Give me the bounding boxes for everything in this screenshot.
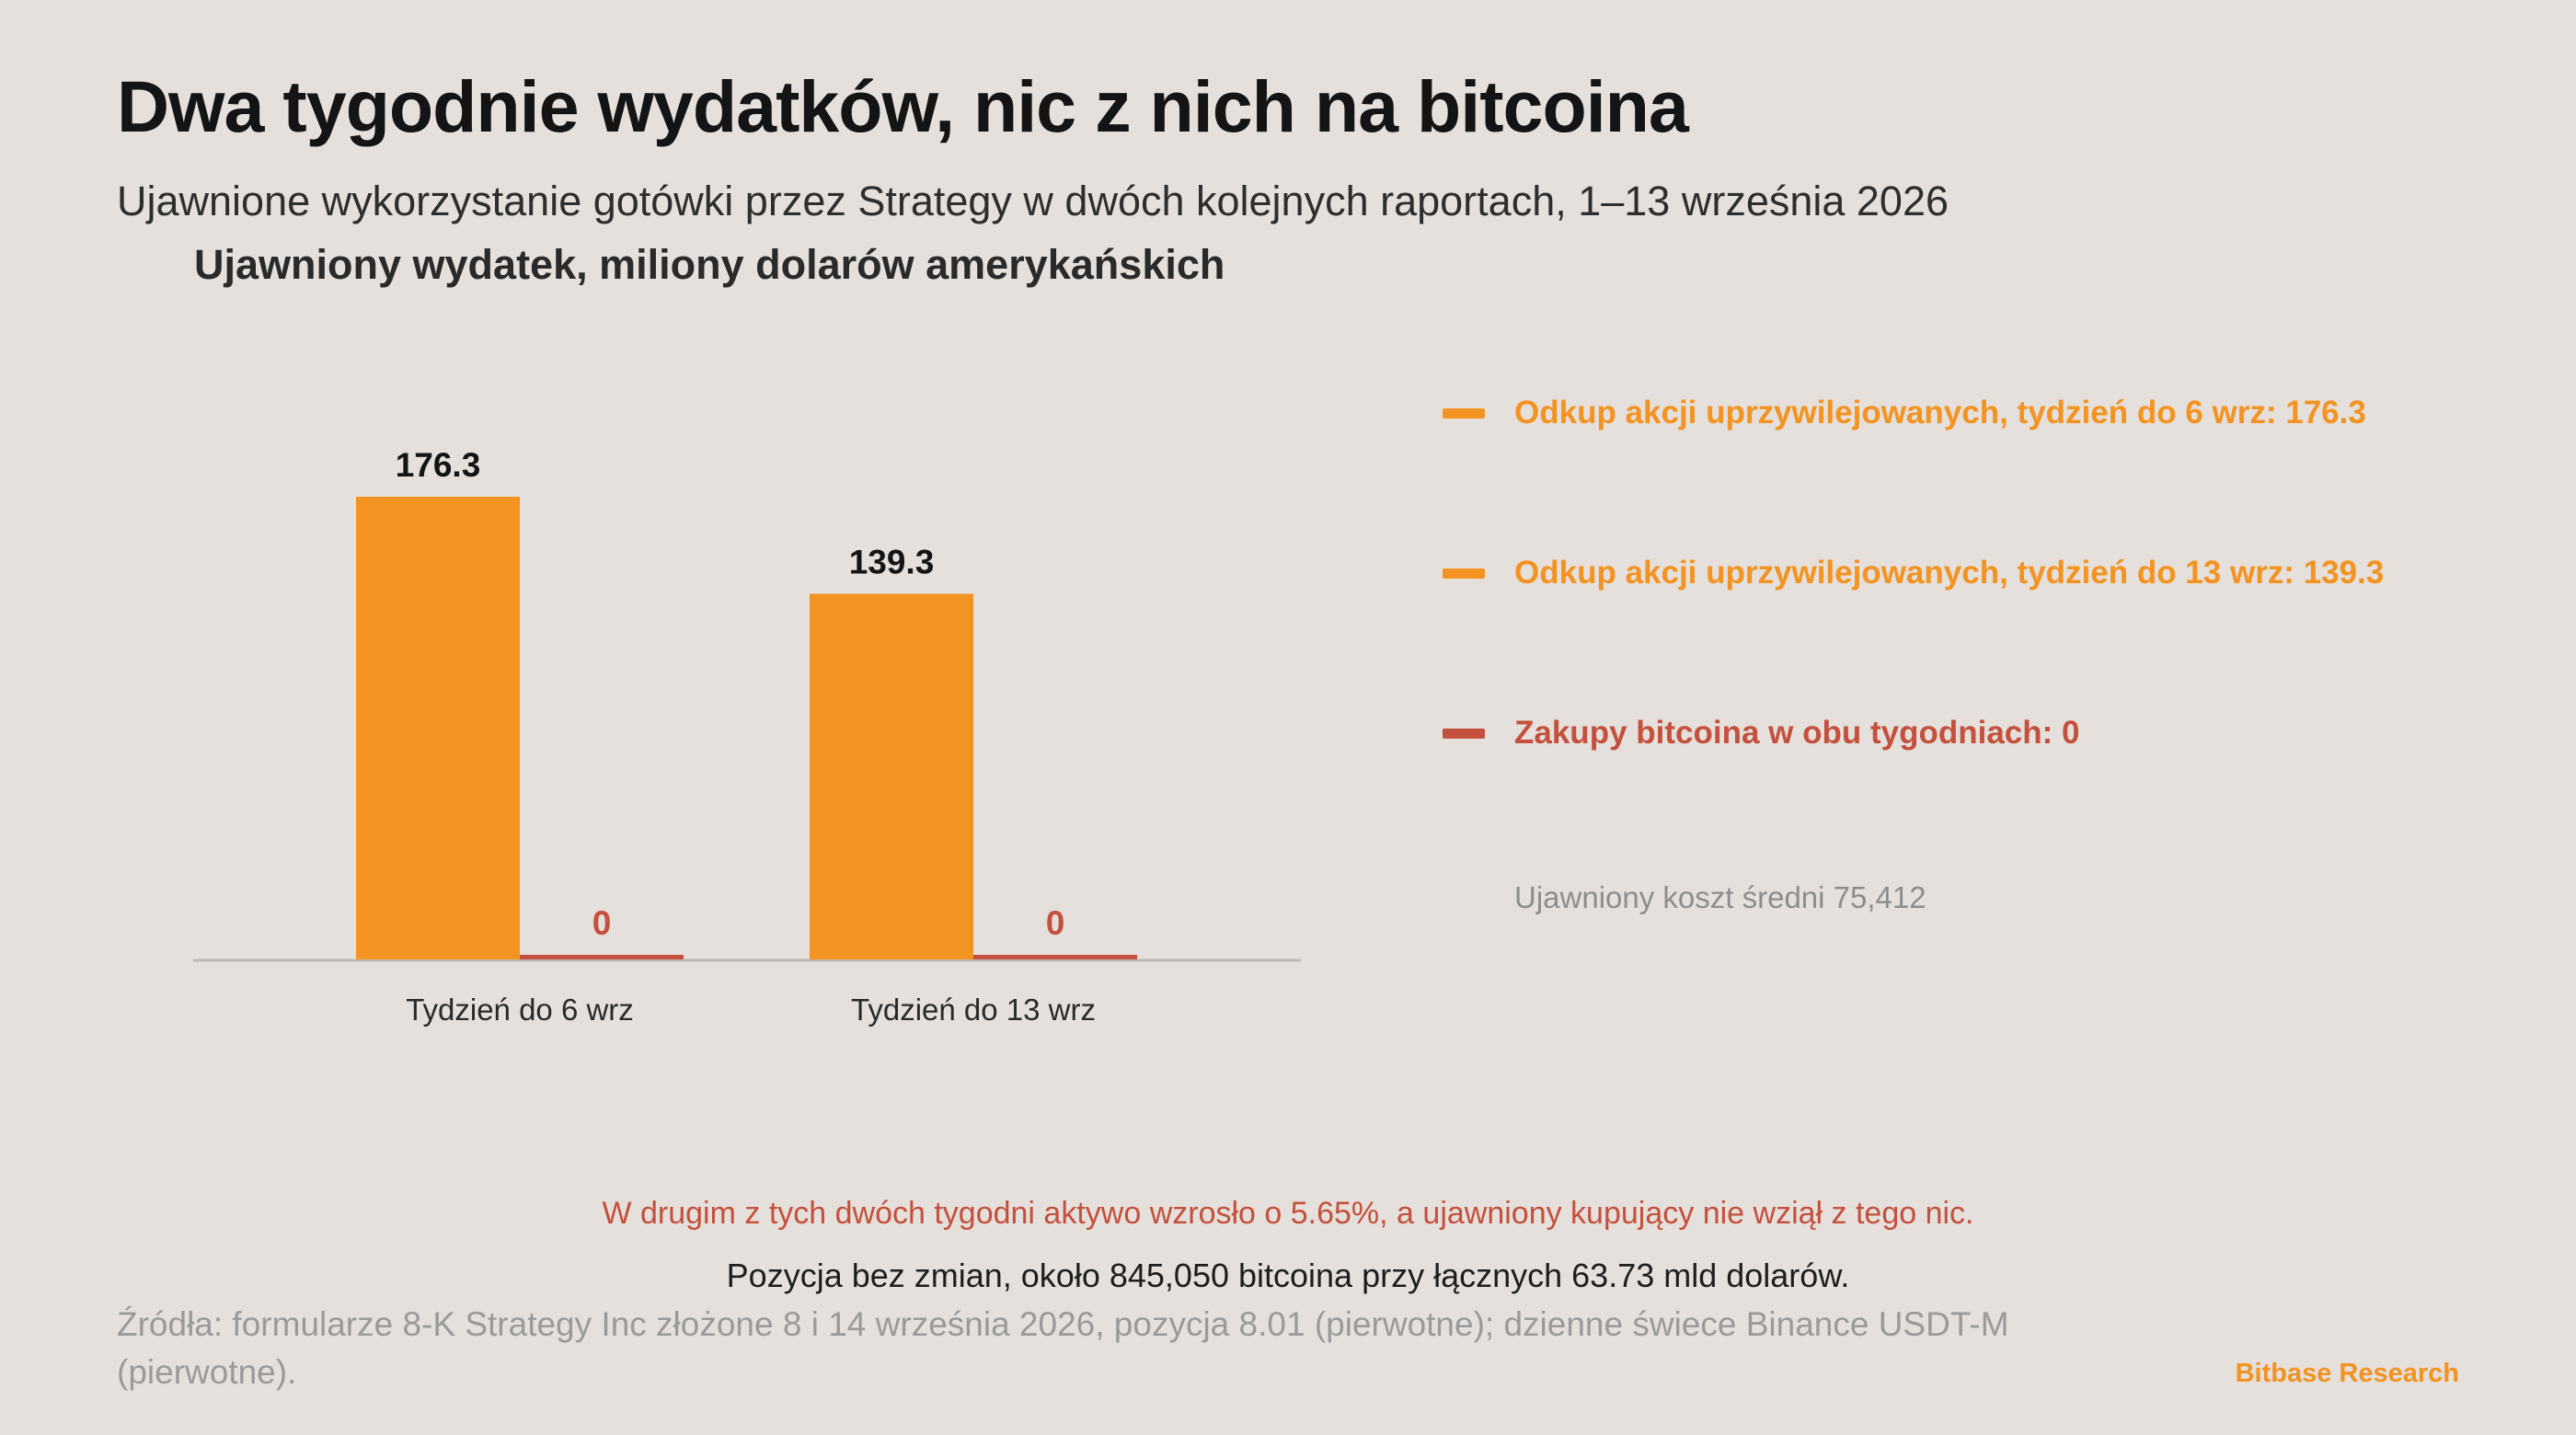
legend-label: Zakupy bitcoina w obu tygodniach: 0 [1514, 715, 2080, 751]
legend: Odkup akcji uprzywilejowanych, tydzień d… [1443, 0, 2547, 1012]
chart-subtitle: Ujawnione wykorzystanie gotówki przez St… [117, 178, 1949, 224]
legend-item-buyback-week1: Odkup akcji uprzywilejowanych, tydzień d… [1443, 395, 2366, 431]
footnote-position: Pozycja bez zmian, około 845,050 bitcoin… [726, 1257, 1850, 1294]
legend-item-buyback-week2: Odkup akcji uprzywilejowanych, tydzień d… [1443, 555, 2384, 591]
bar-buyback-1 [356, 497, 520, 959]
legend-note: Ujawniony koszt średni 75,412 [1514, 880, 1926, 914]
brand-label: Bitbase Research [2235, 1359, 2459, 1388]
x-tick-label: Tydzień do 6 wrz [406, 993, 634, 1027]
legend-item-bitcoin-purchases: Zakupy bitcoina w obu tygodniach: 0 [1443, 715, 2079, 752]
legend-label: Odkup akcji uprzywilejowanych, tydzień d… [1514, 395, 2366, 430]
bar-bitcoin-1 [520, 955, 684, 959]
bar-bitcoin-2 [973, 955, 1137, 959]
x-tick-label: Tydzień do 13 wrz [851, 993, 1096, 1027]
footnote-highlight: W drugim z tych dwóch tygodni aktywo wzr… [602, 1196, 1974, 1231]
data-label: 0 [1046, 904, 1065, 942]
data-label: 139.3 [849, 544, 935, 581]
y-axis-label: Ujawniony wydatek, miliony dolarów amery… [194, 241, 1225, 288]
legend-swatch-icon [1443, 728, 1485, 739]
bar-chart: 176.3 0 Tydzień do 6 wrz 139.3 0 Tydzień do 1… [193, 446, 1301, 1027]
data-label: 0 [592, 904, 612, 942]
legend-swatch-icon [1443, 568, 1485, 579]
sources-note: Źródła: formularze 8-K Strategy Inc złoż… [117, 1305, 2009, 1391]
data-label: 176.3 [396, 446, 481, 484]
legend-swatch-icon [1443, 408, 1485, 419]
bar-buyback-2 [810, 593, 973, 959]
legend-label: Odkup akcji uprzywilejowanych, tydzień d… [1514, 555, 2385, 591]
chart-title: Dwa tygodnie wydatków, nic z nich na bit… [117, 65, 1689, 147]
